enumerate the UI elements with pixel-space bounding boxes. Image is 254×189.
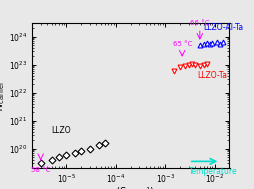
Text: Temperature: Temperature — [188, 167, 236, 176]
Text: 58 °C: 58 °C — [31, 167, 50, 173]
Text: 66 °C: 66 °C — [189, 20, 209, 26]
Text: LLZO: LLZO — [51, 126, 71, 135]
Text: LLZO-Al-Ta: LLZO-Al-Ta — [203, 23, 243, 32]
Text: LLZO-Ta: LLZO-Ta — [197, 71, 227, 80]
Y-axis label: $N_\mathrm{carrier}$: $N_\mathrm{carrier}$ — [0, 80, 7, 111]
X-axis label: σ (Scm⁻¹): σ (Scm⁻¹) — [107, 187, 153, 189]
Text: 65 °C: 65 °C — [172, 41, 191, 47]
